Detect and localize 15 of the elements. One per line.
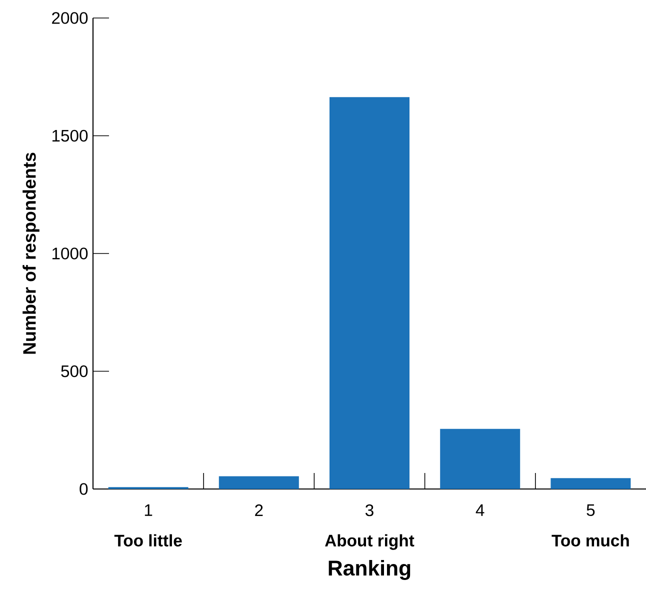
y-axis-title: Number of respondents — [22, 152, 40, 354]
y-tick-label: 0 — [80, 483, 88, 495]
text: Too much — [552, 534, 629, 546]
x-tick-label: 5 — [586, 504, 595, 516]
text: Too little — [114, 534, 182, 546]
y-tick-label: 2000 — [52, 12, 88, 24]
y-tick-label: 1000 — [52, 248, 88, 260]
x-tick-label: 1 — [144, 504, 152, 516]
y-tick-label: 1500 — [52, 130, 88, 142]
y-tick-label: 500 — [61, 365, 88, 378]
x-tick-label: 3 — [365, 504, 374, 516]
x-tick-label: 2 — [255, 504, 263, 516]
x-tick-label: 4 — [476, 504, 484, 516]
x-axis-title: Ranking — [328, 560, 410, 580]
text: About right — [325, 534, 414, 550]
